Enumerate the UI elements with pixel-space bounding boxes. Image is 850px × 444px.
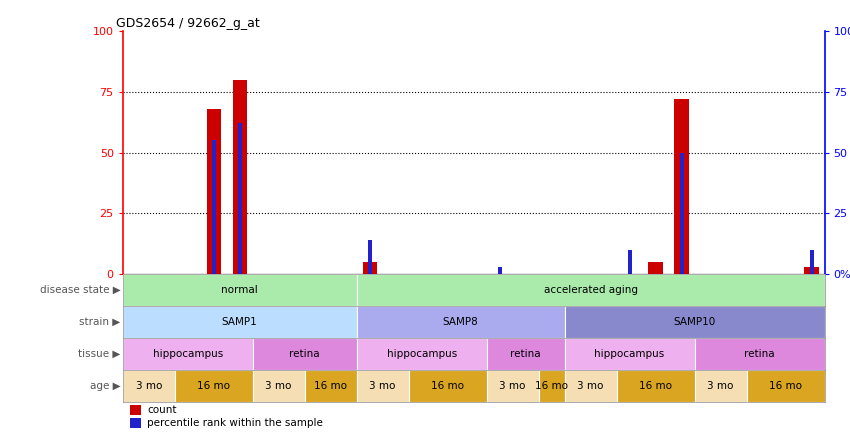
Bar — [809, 250, 813, 274]
Text: 3 mo: 3 mo — [707, 381, 734, 391]
Bar — [233, 80, 246, 274]
Text: hippocampus: hippocampus — [387, 349, 456, 359]
Text: 16 mo: 16 mo — [197, 381, 230, 391]
Bar — [357, 370, 409, 402]
Bar — [357, 306, 564, 338]
Text: SAMP10: SAMP10 — [673, 317, 716, 327]
Text: 3 mo: 3 mo — [500, 381, 526, 391]
Text: retina: retina — [745, 349, 775, 359]
Text: strain ▶: strain ▶ — [79, 317, 121, 327]
Bar — [694, 370, 746, 402]
Bar — [486, 370, 539, 402]
Bar — [122, 338, 252, 370]
Bar — [564, 338, 694, 370]
Bar — [627, 250, 632, 274]
Text: tissue ▶: tissue ▶ — [78, 349, 121, 359]
Text: count: count — [147, 405, 177, 415]
Bar — [252, 370, 304, 402]
Text: 16 mo: 16 mo — [639, 381, 672, 391]
Text: disease state ▶: disease state ▶ — [40, 285, 121, 295]
Text: 16 mo: 16 mo — [314, 381, 347, 391]
Text: GDS2654 / 92662_g_at: GDS2654 / 92662_g_at — [116, 17, 259, 30]
Text: accelerated aging: accelerated aging — [544, 285, 638, 295]
Text: SAMP1: SAMP1 — [222, 317, 258, 327]
Bar — [238, 123, 241, 274]
Bar — [539, 370, 564, 402]
Bar — [212, 140, 216, 274]
Bar — [122, 306, 357, 338]
Bar — [122, 370, 175, 402]
Text: SAMP8: SAMP8 — [443, 317, 479, 327]
Bar — [486, 338, 564, 370]
Text: 3 mo: 3 mo — [135, 381, 162, 391]
Text: retina: retina — [510, 349, 541, 359]
Bar — [252, 338, 357, 370]
Text: hippocampus: hippocampus — [594, 349, 665, 359]
Bar — [368, 240, 371, 274]
Text: 16 mo: 16 mo — [431, 381, 464, 391]
Text: 16 mo: 16 mo — [769, 381, 802, 391]
Text: percentile rank within the sample: percentile rank within the sample — [147, 418, 323, 428]
Bar — [564, 306, 824, 338]
Bar — [362, 262, 377, 274]
Text: 16 mo: 16 mo — [536, 381, 568, 391]
Bar — [564, 370, 616, 402]
Text: age ▶: age ▶ — [90, 381, 121, 391]
Text: 3 mo: 3 mo — [577, 381, 604, 391]
Bar — [674, 99, 689, 274]
Text: 3 mo: 3 mo — [265, 381, 292, 391]
Bar — [304, 370, 357, 402]
Bar — [497, 267, 501, 274]
Bar — [207, 109, 221, 274]
Bar — [357, 338, 486, 370]
Text: normal: normal — [221, 285, 258, 295]
Text: 3 mo: 3 mo — [370, 381, 396, 391]
Text: retina: retina — [289, 349, 320, 359]
Bar — [175, 370, 252, 402]
Bar — [649, 262, 663, 274]
Bar — [694, 338, 824, 370]
Bar — [130, 418, 141, 428]
Bar — [804, 267, 819, 274]
Bar — [357, 274, 824, 306]
Text: hippocampus: hippocampus — [153, 349, 223, 359]
Bar — [122, 274, 357, 306]
Bar — [130, 404, 141, 415]
Bar — [679, 153, 683, 274]
Bar — [746, 370, 824, 402]
Bar — [616, 370, 694, 402]
Bar — [409, 370, 486, 402]
